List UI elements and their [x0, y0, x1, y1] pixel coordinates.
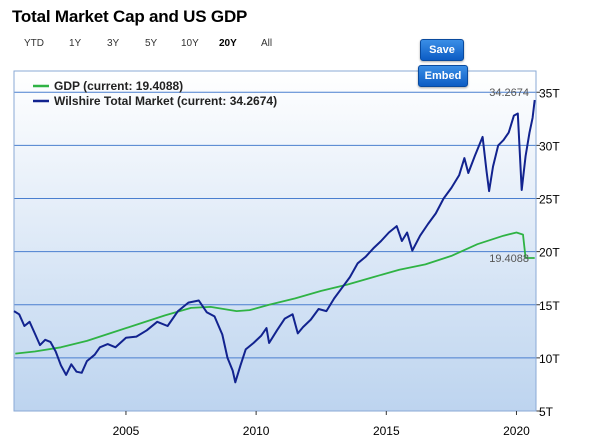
range-all-button[interactable]: All: [261, 38, 273, 49]
range-1y-button[interactable]: 1Y: [69, 38, 82, 49]
plot-area: [14, 71, 536, 411]
legend-label-gdp: GDP (current: 19.4088): [54, 79, 183, 93]
x-tick-label-0: 2005: [113, 424, 140, 438]
legend-label-wilshire: Wilshire Total Market (current: 34.2674): [54, 94, 277, 108]
current-value-label-gdp: 19.4088: [489, 253, 529, 265]
y-tick-label-4: 25T: [539, 193, 560, 207]
y-tick-label-1: 10T: [539, 352, 560, 366]
plot-frame: [13, 70, 537, 412]
y-tick-label-2: 15T: [539, 299, 560, 313]
y-tick-label-5: 30T: [539, 139, 560, 153]
x-tick-label-1: 2010: [243, 424, 270, 438]
x-tick-label-2: 2015: [373, 424, 400, 438]
y-tick-label-3: 20T: [539, 246, 560, 260]
y-tick-label-0: 5T: [539, 405, 554, 419]
x-tick-label-3: 2020: [503, 424, 530, 438]
embed-button[interactable]: Embed: [418, 65, 468, 87]
range-5y-button[interactable]: 5Y: [145, 38, 158, 49]
series-line-gdp: [15, 231, 535, 355]
range-3y-button[interactable]: 3Y: [107, 38, 120, 49]
range-20y-button[interactable]: 20Y: [219, 38, 237, 49]
current-value-label-wilshire: 34.2674: [489, 87, 529, 99]
range-10y-button[interactable]: 10Y: [181, 38, 199, 49]
save-button[interactable]: Save: [420, 39, 464, 61]
series-line-wilshire: [13, 99, 536, 384]
range-ytd-button[interactable]: YTD: [24, 38, 44, 49]
chart-title: Total Market Cap and US GDP: [12, 7, 248, 26]
y-tick-label-6: 35T: [539, 86, 560, 100]
